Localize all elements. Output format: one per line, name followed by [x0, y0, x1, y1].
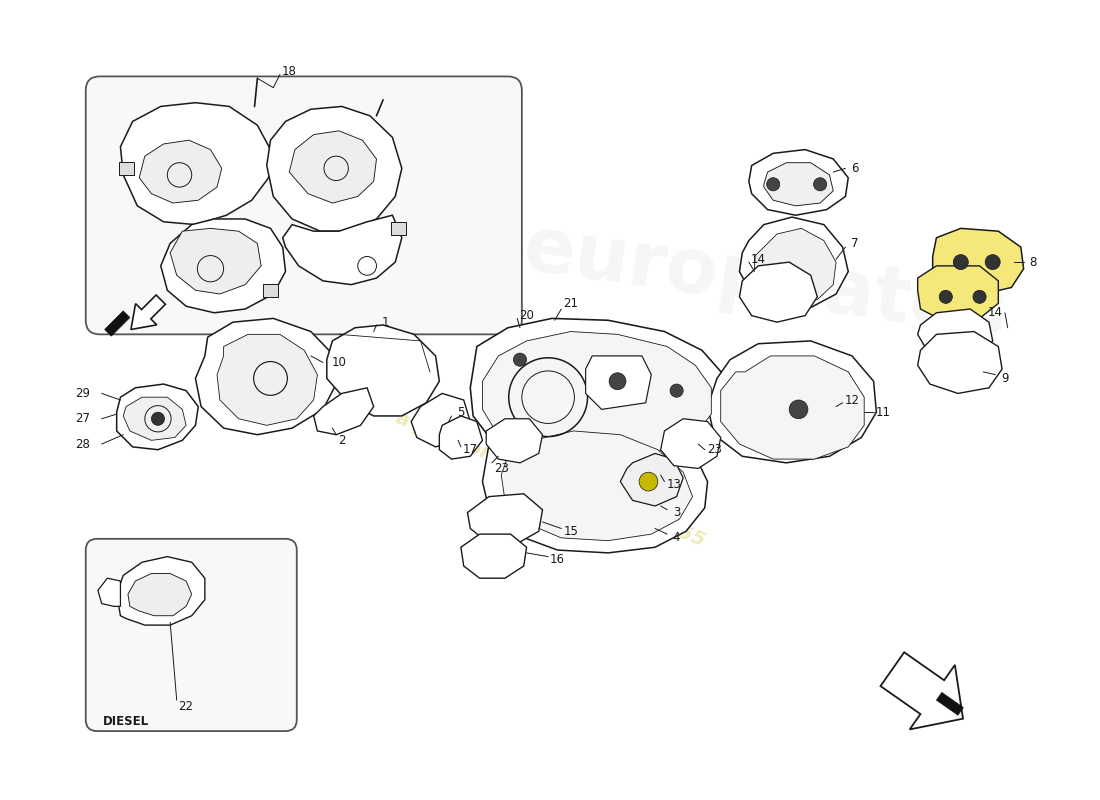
- Polygon shape: [461, 534, 527, 578]
- Text: 3: 3: [673, 506, 680, 519]
- Text: 18: 18: [282, 66, 297, 78]
- Polygon shape: [170, 228, 261, 294]
- Polygon shape: [661, 418, 721, 469]
- Polygon shape: [755, 228, 836, 303]
- Text: 23: 23: [706, 443, 722, 456]
- Polygon shape: [763, 162, 833, 206]
- Text: 29: 29: [76, 387, 90, 400]
- Polygon shape: [739, 262, 817, 322]
- Polygon shape: [749, 150, 848, 215]
- Bar: [263, 284, 278, 297]
- Circle shape: [152, 412, 165, 426]
- Polygon shape: [917, 266, 999, 322]
- Polygon shape: [707, 341, 877, 463]
- Polygon shape: [104, 311, 130, 336]
- Bar: [119, 162, 133, 175]
- Polygon shape: [314, 388, 374, 434]
- Text: 28: 28: [76, 438, 90, 450]
- Circle shape: [939, 290, 953, 303]
- Polygon shape: [140, 140, 222, 203]
- Text: 16: 16: [550, 553, 565, 566]
- Text: 20: 20: [519, 309, 534, 322]
- Circle shape: [986, 254, 1000, 270]
- Text: 1: 1: [382, 316, 389, 329]
- Text: a passion for parts since 1955: a passion for parts since 1955: [393, 409, 707, 550]
- Text: DIESEL: DIESEL: [103, 715, 150, 728]
- Circle shape: [814, 178, 827, 191]
- Polygon shape: [936, 693, 964, 715]
- Text: 13: 13: [667, 478, 681, 491]
- Text: 5: 5: [458, 406, 464, 418]
- Text: 7: 7: [851, 237, 859, 250]
- Text: 8: 8: [1030, 256, 1036, 269]
- Text: 22: 22: [178, 700, 194, 713]
- Polygon shape: [283, 215, 402, 285]
- Polygon shape: [468, 494, 542, 543]
- Circle shape: [670, 384, 683, 397]
- Text: 9: 9: [1001, 372, 1009, 385]
- Polygon shape: [327, 325, 439, 416]
- Polygon shape: [217, 334, 318, 426]
- Circle shape: [767, 178, 780, 191]
- Polygon shape: [620, 454, 683, 506]
- Polygon shape: [880, 652, 962, 730]
- Text: 15: 15: [563, 525, 579, 538]
- Circle shape: [954, 254, 968, 270]
- Polygon shape: [502, 431, 693, 541]
- Circle shape: [639, 472, 658, 491]
- Polygon shape: [120, 102, 271, 225]
- Text: 23: 23: [494, 462, 508, 475]
- Polygon shape: [933, 228, 1024, 294]
- Polygon shape: [196, 318, 337, 434]
- Polygon shape: [123, 397, 186, 440]
- FancyBboxPatch shape: [86, 77, 521, 334]
- Circle shape: [974, 290, 986, 303]
- Polygon shape: [289, 131, 376, 203]
- Polygon shape: [486, 418, 542, 463]
- Text: 10: 10: [331, 356, 346, 369]
- Polygon shape: [161, 219, 286, 313]
- Polygon shape: [585, 356, 651, 410]
- Polygon shape: [917, 309, 992, 360]
- Bar: [390, 222, 406, 235]
- Polygon shape: [739, 217, 848, 309]
- Text: 17: 17: [463, 443, 477, 456]
- Polygon shape: [98, 578, 120, 606]
- Text: 2: 2: [338, 434, 345, 447]
- Polygon shape: [117, 384, 198, 450]
- Polygon shape: [128, 574, 191, 616]
- Text: 14: 14: [988, 306, 1003, 319]
- Circle shape: [514, 353, 527, 366]
- Circle shape: [609, 373, 626, 390]
- Polygon shape: [483, 418, 707, 553]
- Text: 14: 14: [750, 253, 766, 266]
- Polygon shape: [483, 331, 712, 456]
- Text: 21: 21: [563, 297, 579, 310]
- Text: europeates: europeates: [519, 212, 1013, 354]
- Text: 11: 11: [876, 406, 891, 418]
- Text: 6: 6: [851, 162, 859, 175]
- Polygon shape: [267, 106, 402, 231]
- Polygon shape: [720, 356, 865, 459]
- Polygon shape: [117, 557, 205, 625]
- Circle shape: [789, 400, 807, 418]
- FancyBboxPatch shape: [86, 539, 297, 731]
- Polygon shape: [131, 295, 165, 330]
- Text: 27: 27: [76, 412, 90, 426]
- Polygon shape: [917, 331, 1002, 394]
- Polygon shape: [471, 318, 726, 463]
- Text: 4: 4: [673, 531, 681, 544]
- Polygon shape: [439, 416, 483, 459]
- Polygon shape: [411, 394, 471, 447]
- Text: 12: 12: [845, 394, 859, 406]
